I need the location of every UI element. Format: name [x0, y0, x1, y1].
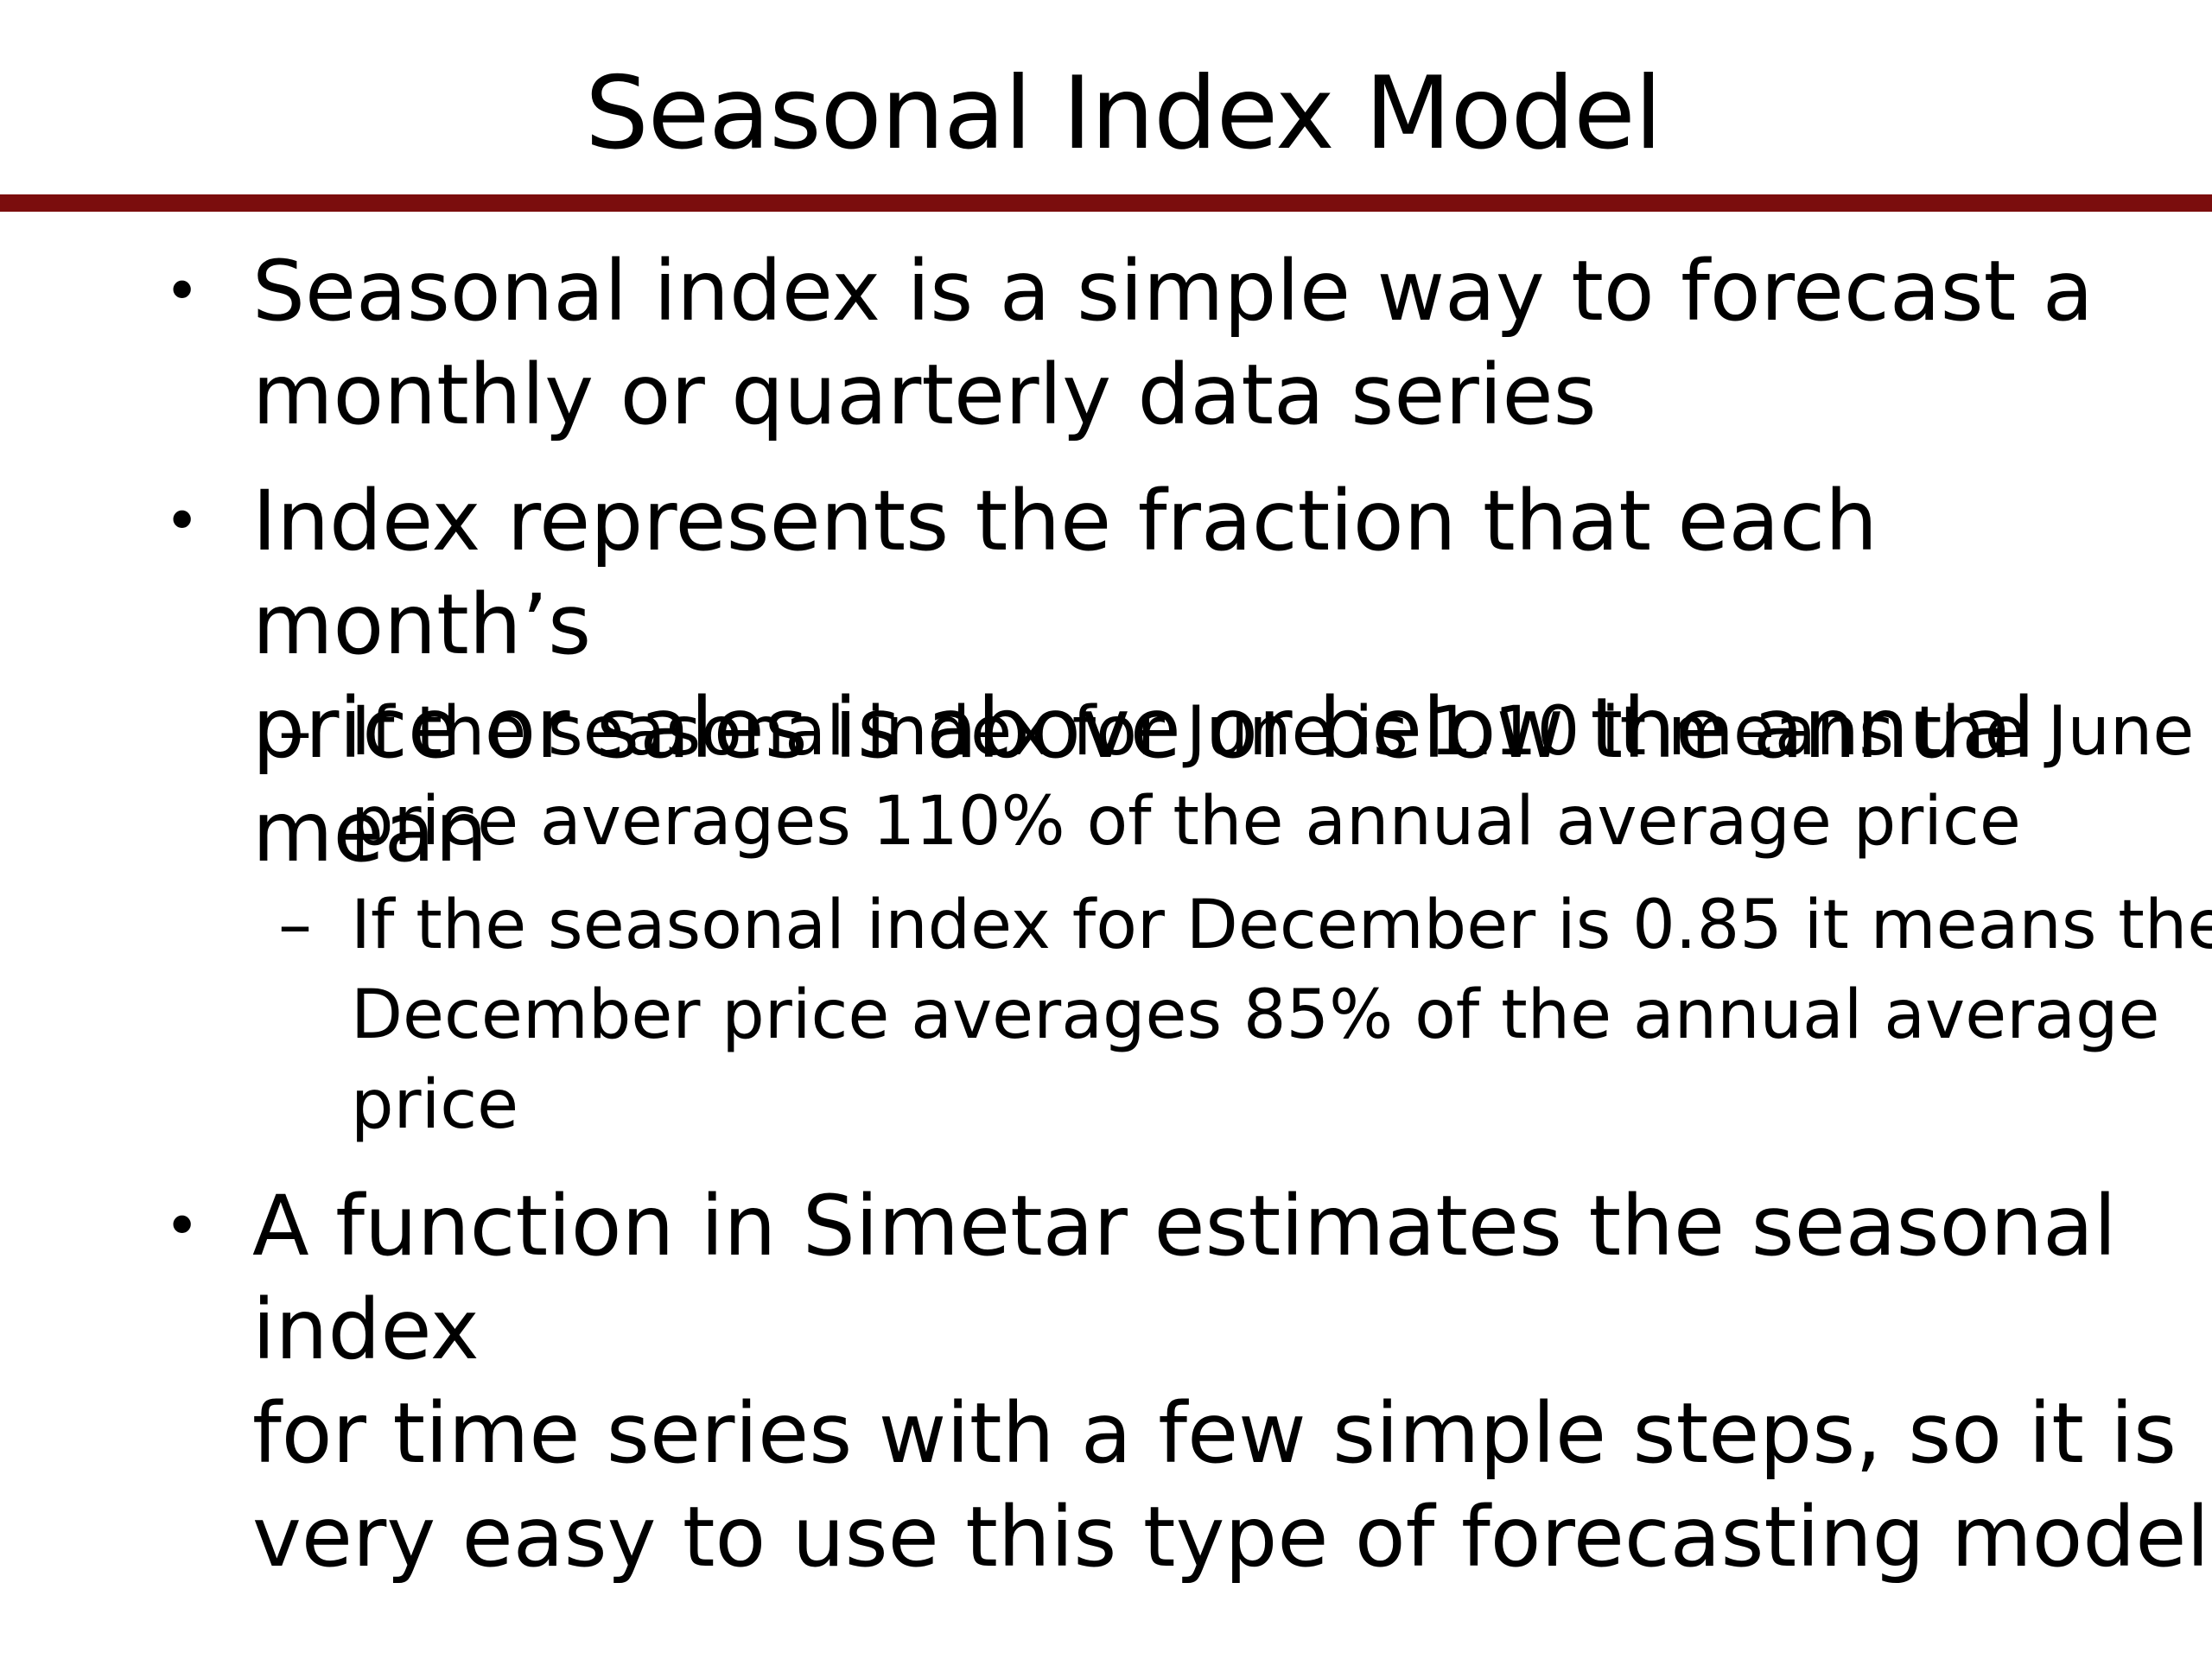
- title-divider: [0, 194, 2212, 212]
- sub-bullet-text: If the seasonal index for December is 0.…: [351, 887, 2212, 1144]
- slide-title: Seasonal Index Model: [585, 55, 1662, 172]
- bullet-text: Index represents the fraction that each …: [252, 473, 2036, 880]
- bullet-marker: •: [164, 486, 200, 556]
- bullet-text: Seasonal index is a simple way to foreca…: [252, 243, 2094, 443]
- bullet-text: A function in Simetar estimates the seas…: [252, 1178, 2210, 1586]
- sub-bullet-marker: –: [278, 887, 312, 964]
- sub-bullet-text: If the seasonal index for June is 1.10 i…: [351, 693, 2195, 861]
- bullet-marker: •: [164, 1191, 200, 1262]
- sub-bullet-marker: –: [278, 693, 312, 771]
- bullet-marker: •: [164, 256, 200, 327]
